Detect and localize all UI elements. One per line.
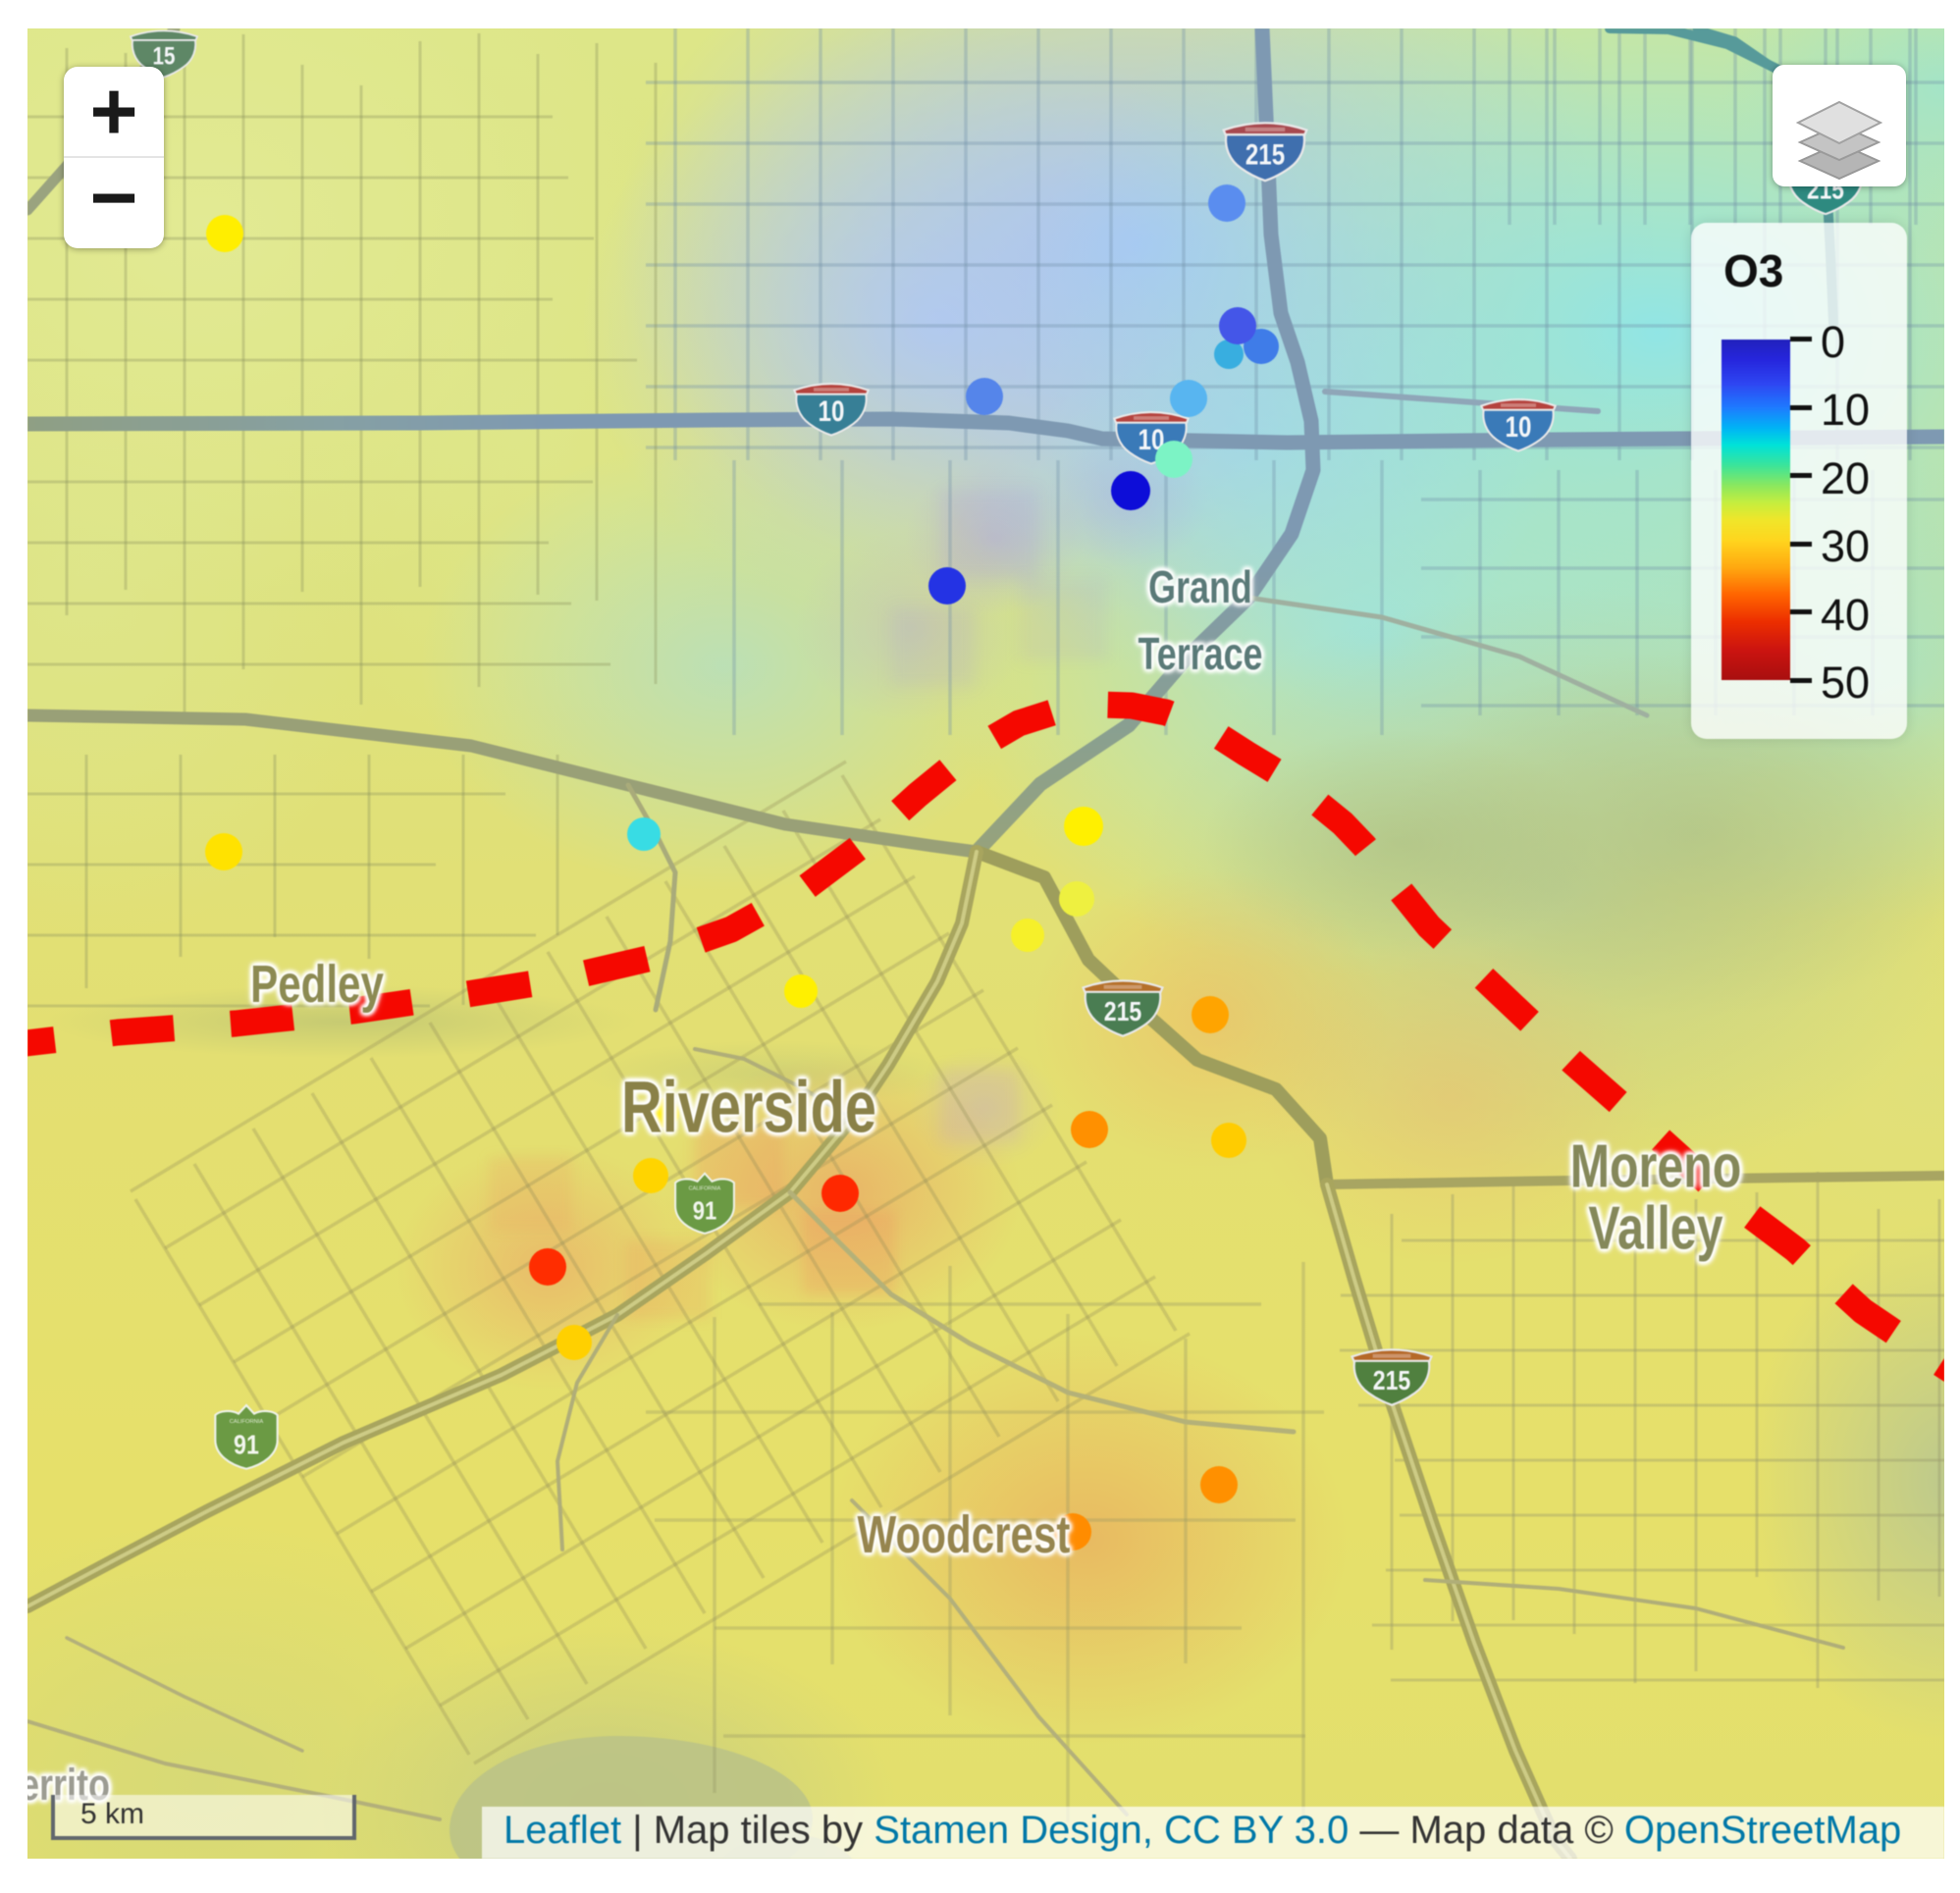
svg-text:215: 215 (1104, 997, 1142, 1027)
svg-text:215: 215 (1245, 138, 1285, 171)
svg-text:10: 10 (819, 395, 845, 428)
svg-text:215: 215 (1373, 1366, 1411, 1396)
svg-text:91: 91 (693, 1197, 716, 1226)
svg-text:CALIFORNIA: CALIFORNIA (230, 1419, 264, 1425)
svg-text:91: 91 (234, 1431, 259, 1460)
svg-text:CALIFORNIA: CALIFORNIA (689, 1186, 721, 1192)
svg-text:10: 10 (1506, 411, 1532, 444)
svg-text:15: 15 (153, 41, 176, 69)
